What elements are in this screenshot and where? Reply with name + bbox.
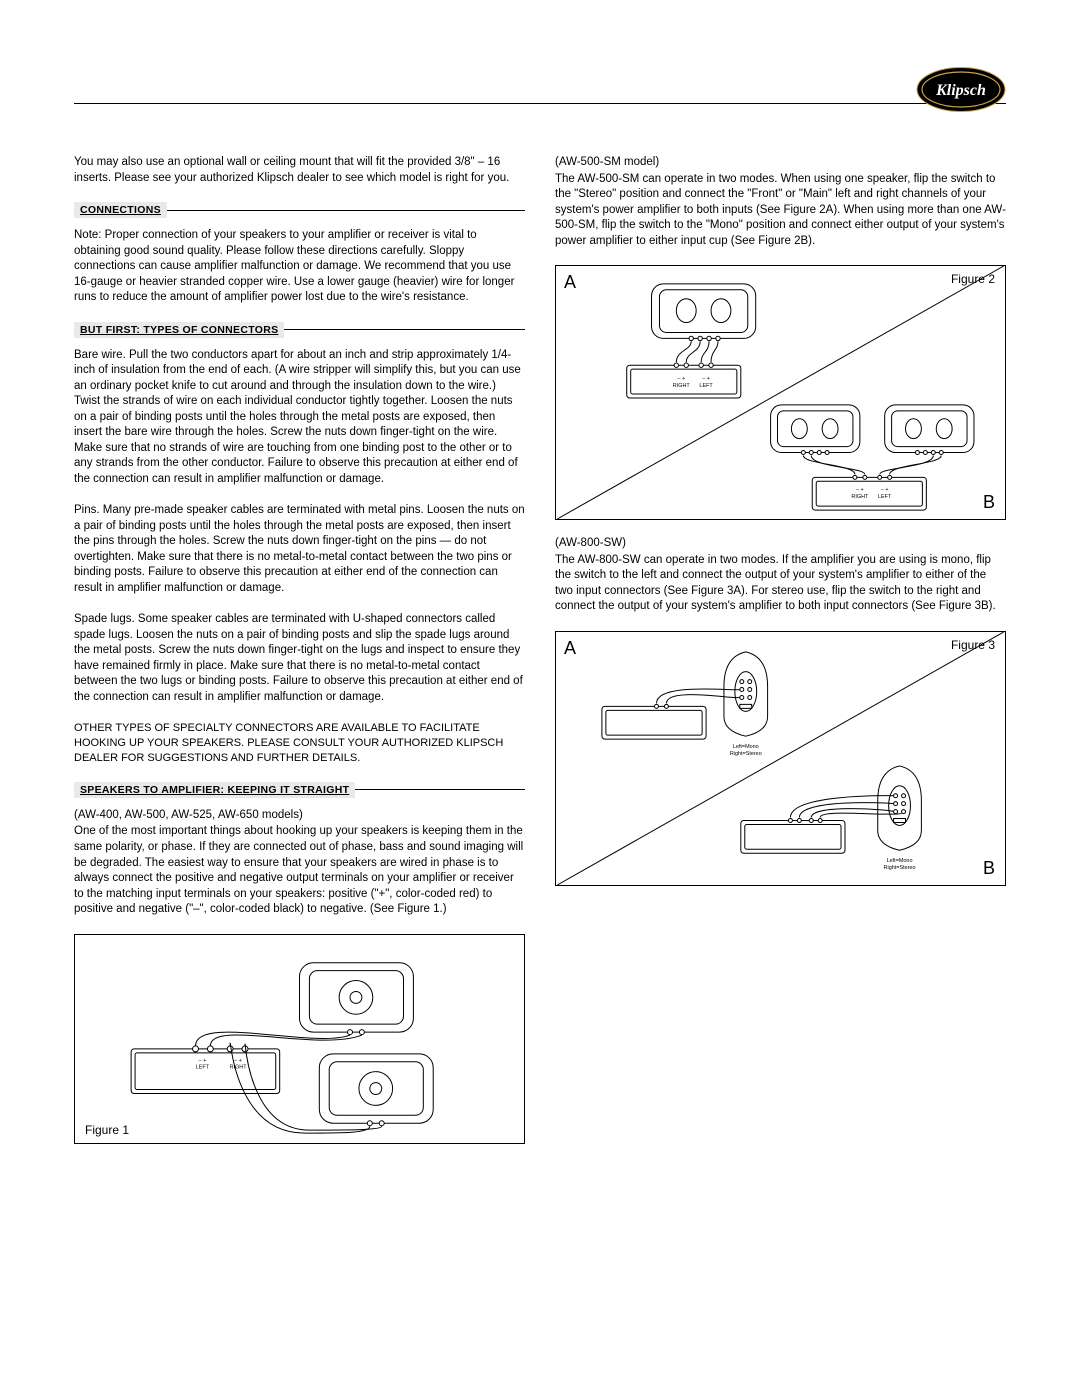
models-line: (AW-400, AW-500, AW-525, AW-650 models) — [74, 808, 525, 824]
heading-connections: CONNECTIONS — [74, 202, 167, 218]
svg-text:Right=Stereo: Right=Stereo — [730, 751, 762, 757]
section-connections: CONNECTIONS — [74, 202, 525, 218]
figure-2-label: Figure 2 — [951, 272, 995, 286]
sw-body: The AW-800-SW can operate in two modes. … — [555, 553, 1006, 615]
heading-connectors: BUT FIRST: TYPES OF CONNECTORS — [74, 322, 284, 338]
figure-3-b: B — [983, 858, 995, 879]
figure-3: A Figure 3 B — [555, 631, 1006, 886]
sm-model-line: (AW-500-SM model) — [555, 155, 1006, 171]
bare-wire-paragraph: Bare wire. Pull the two conductors apart… — [74, 348, 525, 488]
right-column: (AW-500-SM model) The AW-500-SM can oper… — [555, 155, 1006, 1144]
svg-text:Right=Stereo: Right=Stereo — [884, 865, 916, 871]
left-column: You may also use an optional wall or cei… — [74, 155, 525, 1144]
sm-body: The AW-500-SM can operate in two modes. … — [555, 172, 1006, 250]
svg-text:LEFT: LEFT — [878, 494, 892, 500]
svg-text:RIGHT: RIGHT — [851, 494, 869, 500]
section-connectors: BUT FIRST: TYPES OF CONNECTORS — [74, 322, 525, 338]
figure-3-a: A — [564, 638, 576, 659]
figure-2-b: B — [983, 492, 995, 513]
svg-text:LEFT: LEFT — [196, 1064, 210, 1070]
svg-text:– +: – + — [234, 1057, 242, 1063]
figure-1-label: Figure 1 — [85, 1123, 129, 1137]
svg-text:– +: – + — [881, 487, 889, 493]
rule — [284, 329, 525, 330]
svg-text:– +: – + — [199, 1057, 207, 1063]
svg-text:– +: – + — [856, 487, 864, 493]
other-connectors-caps: OTHER TYPES OF SPECIALTY CONNECTORS ARE … — [74, 721, 525, 766]
rule — [355, 789, 525, 790]
sw-model-line: (AW-800-SW) — [555, 536, 1006, 552]
figure-1: – + – + LEFT RIGHT — [74, 934, 525, 1144]
svg-text:LEFT: LEFT — [699, 383, 713, 389]
brand-logo: Klipsch — [916, 62, 1006, 117]
svg-text:RIGHT: RIGHT — [230, 1064, 248, 1070]
svg-text:Klipsch: Klipsch — [935, 82, 986, 99]
page-content: You may also use an optional wall or cei… — [74, 155, 1006, 1144]
svg-text:RIGHT: RIGHT — [673, 383, 691, 389]
section-keeping: SPEAKERS TO AMPLIFIER: KEEPING IT STRAIG… — [74, 782, 525, 798]
svg-text:Left=Mono: Left=Mono — [887, 858, 913, 864]
heading-keeping: SPEAKERS TO AMPLIFIER: KEEPING IT STRAIG… — [74, 782, 355, 798]
figure-3-label: Figure 3 — [951, 638, 995, 652]
spade-paragraph: Spade lugs. Some speaker cables are term… — [74, 612, 525, 705]
svg-text:– +: – + — [677, 376, 685, 382]
svg-text:Left=Mono: Left=Mono — [733, 744, 759, 750]
connections-note: Note: Proper connection of your speakers… — [74, 228, 525, 306]
figure-2-a: A — [564, 272, 576, 293]
figure-2: A Figure 2 B — [555, 265, 1006, 520]
keeping-body: One of the most important things about h… — [74, 824, 525, 917]
intro-paragraph: You may also use an optional wall or cei… — [74, 155, 525, 186]
header-rule — [74, 103, 1006, 104]
svg-text:– +: – + — [702, 376, 710, 382]
pins-paragraph: Pins. Many pre-made speaker cables are t… — [74, 503, 525, 596]
rule — [167, 210, 525, 211]
